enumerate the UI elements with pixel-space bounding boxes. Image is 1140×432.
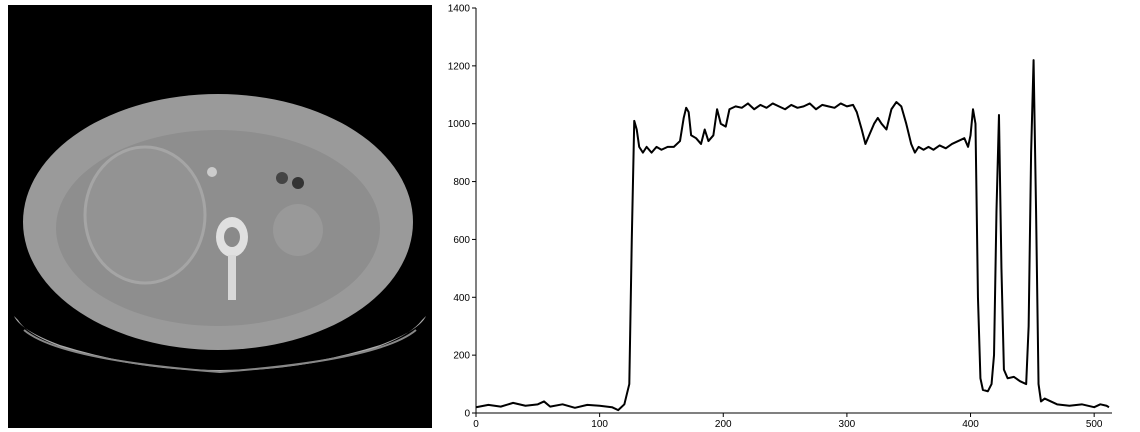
contrast bbox=[207, 167, 217, 177]
y-tick-label: 1000 bbox=[448, 119, 471, 130]
x-tick-label: 200 bbox=[715, 419, 732, 430]
spinous-process bbox=[228, 255, 236, 300]
gas bbox=[276, 172, 288, 184]
x-tick-label: 400 bbox=[962, 419, 979, 430]
y-tick-label: 200 bbox=[453, 351, 470, 362]
y-tick-label: 0 bbox=[464, 409, 470, 420]
organ bbox=[83, 145, 207, 285]
table-edge bbox=[23, 329, 417, 374]
x-tick-label: 100 bbox=[591, 419, 608, 430]
kidney bbox=[273, 204, 323, 256]
y-tick-label: 600 bbox=[453, 235, 470, 246]
x-tick-label: 300 bbox=[839, 419, 856, 430]
spinal-canal bbox=[224, 227, 240, 247]
gas bbox=[292, 177, 304, 189]
y-tick-label: 400 bbox=[453, 293, 470, 304]
profile-line bbox=[475, 59, 1110, 412]
y-tick-label: 1400 bbox=[448, 4, 471, 15]
y-tick-label: 800 bbox=[453, 177, 470, 188]
x-tick-label: 500 bbox=[1086, 419, 1103, 430]
ct-image bbox=[8, 5, 432, 428]
x-tick-label: 0 bbox=[473, 419, 479, 430]
y-tick-label: 1200 bbox=[448, 61, 471, 72]
